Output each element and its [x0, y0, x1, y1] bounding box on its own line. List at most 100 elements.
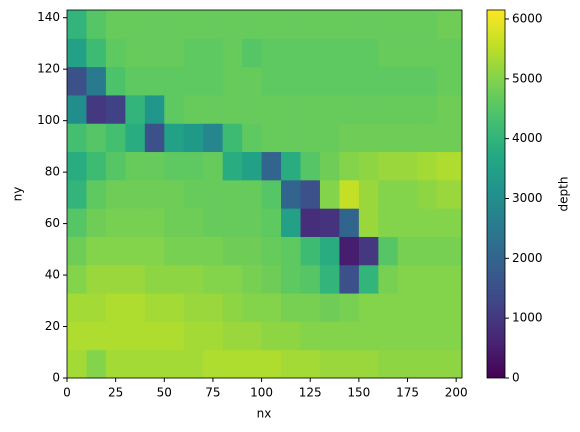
heat-cell: [164, 10, 185, 39]
heat-cell: [222, 208, 243, 237]
heat-cell: [203, 179, 224, 209]
heat-cell: [300, 349, 321, 379]
heat-cell: [436, 94, 463, 124]
heat-cell: [86, 94, 107, 124]
heat-cell: [183, 293, 204, 322]
heat-cell: [397, 66, 418, 96]
heat-cell: [125, 66, 146, 96]
heat-cell: [261, 208, 282, 237]
x-tick-label: 150: [347, 386, 370, 400]
x-tick-label: 200: [445, 386, 468, 400]
heat-cell: [378, 293, 399, 322]
heat-cell: [164, 94, 185, 124]
heat-cell: [300, 151, 321, 181]
heat-cell: [164, 123, 185, 153]
heat-cell: [86, 208, 107, 237]
heat-cell: [261, 151, 282, 181]
heat-cell: [417, 264, 438, 294]
heat-cell: [339, 349, 360, 379]
heat-cell: [339, 236, 360, 266]
heat-cell: [164, 66, 185, 96]
heat-cell: [183, 38, 204, 68]
heat-cell: [67, 38, 87, 68]
heat-cell: [242, 293, 263, 322]
heat-cell: [242, 321, 263, 351]
heat-cell: [86, 179, 107, 209]
heat-cell: [183, 179, 204, 209]
y-tick-label: 0: [52, 371, 60, 385]
heat-cell: [339, 293, 360, 322]
heat-cell: [436, 349, 463, 379]
heat-cell: [242, 10, 263, 39]
heat-cell: [105, 38, 126, 68]
heat-cell: [105, 321, 126, 351]
heat-cell: [164, 151, 185, 181]
heat-cell: [281, 264, 301, 294]
heat-cell: [339, 208, 360, 237]
heat-cell: [125, 264, 146, 294]
heat-cell: [397, 123, 418, 153]
colorbar-tick-label: 4000: [512, 131, 543, 145]
heat-cell: [378, 264, 399, 294]
heat-cell: [86, 321, 107, 351]
heat-cell: [281, 66, 301, 96]
heat-cell: [261, 123, 282, 153]
heat-cell: [378, 10, 399, 39]
heat-cell: [105, 94, 126, 124]
y-axis-label: ny: [11, 187, 25, 202]
heat-cell: [203, 208, 224, 237]
heat-cell: [319, 123, 340, 153]
heat-cell: [86, 151, 107, 181]
heat-cell: [281, 236, 301, 266]
heat-cell: [105, 264, 126, 294]
heat-cell: [183, 264, 204, 294]
heat-cell: [339, 10, 360, 39]
heat-cell: [436, 179, 463, 209]
heat-cell: [339, 179, 360, 209]
heat-cell: [378, 179, 399, 209]
heat-cell: [358, 38, 379, 68]
heat-cell: [339, 151, 360, 181]
heat-cell: [86, 38, 107, 68]
heat-cell: [261, 10, 282, 39]
heat-cell: [281, 293, 301, 322]
heat-cell: [339, 66, 360, 96]
heat-cell: [125, 293, 146, 322]
heat-cell: [319, 236, 340, 266]
heat-cell: [105, 349, 126, 379]
heat-cell: [261, 66, 282, 96]
heat-cell: [378, 123, 399, 153]
heat-cell: [222, 94, 243, 124]
heat-cell: [300, 208, 321, 237]
x-tick-label: 0: [63, 386, 71, 400]
heat-cell: [281, 38, 301, 68]
heat-cell: [105, 208, 126, 237]
heat-cell: [281, 151, 301, 181]
heat-cell: [203, 321, 224, 351]
heat-cell: [67, 264, 87, 294]
x-tick-label: 75: [205, 386, 220, 400]
heat-cell: [67, 349, 87, 379]
y-tick-label: 20: [45, 319, 60, 333]
heat-cell: [300, 66, 321, 96]
heat-cell: [417, 236, 438, 266]
heat-cell: [339, 123, 360, 153]
heat-cell: [125, 349, 146, 379]
heat-cell: [67, 66, 87, 96]
colorbar-tick-label: 6000: [512, 11, 543, 25]
heat-cell: [105, 293, 126, 322]
heat-cell: [125, 321, 146, 351]
heat-cell: [319, 151, 340, 181]
heat-cell: [261, 349, 282, 379]
heat-cell: [417, 208, 438, 237]
heat-cell: [203, 264, 224, 294]
heat-cell: [125, 179, 146, 209]
heat-cell: [378, 38, 399, 68]
heat-cell: [281, 349, 301, 379]
heat-cell: [105, 151, 126, 181]
heat-cell: [222, 349, 243, 379]
heat-cell: [164, 321, 185, 351]
y-tick-label: 140: [37, 10, 60, 24]
heat-cell: [67, 208, 87, 237]
heat-cell: [358, 10, 379, 39]
